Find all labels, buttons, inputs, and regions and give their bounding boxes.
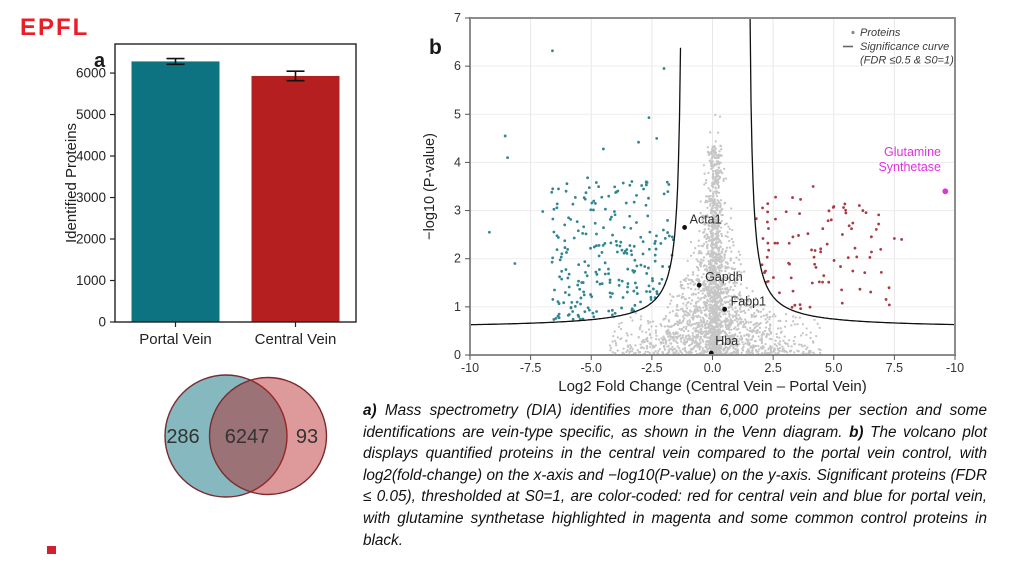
caption-a-label: a) [363,402,377,419]
svg-text:Log2 Fold Change (Central Vein: Log2 Fold Change (Central Vein – Portal … [558,378,867,395]
svg-text:3000: 3000 [76,190,106,205]
svg-text:-7.5: -7.5 [520,361,542,375]
svg-text:Fabp1: Fabp1 [731,294,766,308]
svg-text:-10: -10 [946,361,964,375]
svg-text:1000: 1000 [76,273,106,288]
svg-text:Central Vein: Central Vein [255,331,337,348]
svg-text:Acta1: Acta1 [690,212,722,226]
svg-text:Glutamine: Glutamine [884,145,941,159]
svg-text:Gapdh: Gapdh [705,270,743,284]
svg-text:5000: 5000 [76,107,106,122]
svg-text:6247: 6247 [225,426,270,448]
svg-text:Synthetase: Synthetase [878,160,941,174]
caption-b-label: b) [849,423,864,441]
svg-text:Identified Proteins: Identified Proteins [63,123,80,243]
svg-text:3: 3 [454,204,461,218]
panel-b-label: b [429,36,442,59]
epfl-logo: EPFL [20,14,90,41]
svg-text:5.0: 5.0 [825,361,842,375]
svg-text:6000: 6000 [76,66,106,81]
svg-text:2000: 2000 [76,232,106,247]
figure-caption: a) Mass spectrometry (DIA) identifies mo… [363,400,987,551]
caption-a-text: Mass spectrometry (DIA) identifies more … [363,402,987,441]
svg-text:286: 286 [166,426,199,448]
svg-text:7: 7 [454,11,461,25]
caption-b-text: The volcano plot displays quantified pro… [363,423,987,549]
svg-text:4: 4 [454,155,461,169]
svg-text:0: 0 [98,315,106,330]
svg-text:93: 93 [296,426,318,448]
svg-text:-5.0: -5.0 [580,361,602,375]
svg-text:0: 0 [454,348,461,362]
svg-text:7.5: 7.5 [886,361,903,375]
svg-text:0.0: 0.0 [704,361,721,375]
svg-text:1: 1 [454,300,461,314]
svg-text:(FDR ≤0.5 & S0=1): (FDR ≤0.5 & S0=1) [860,55,954,67]
svg-text:2: 2 [454,252,461,266]
svg-text:-10: -10 [461,361,479,375]
venn-diagram: 286 6247 93 [164,374,328,498]
svg-text:Proteins: Proteins [860,27,901,39]
footer-red-square-decoration [47,546,56,554]
svg-text:Hba: Hba [715,334,738,348]
svg-text:-2.5: -2.5 [641,361,663,375]
panel-a-label: a [94,50,106,72]
svg-text:Portal Vein: Portal Vein [139,331,212,348]
svg-text:−log10 (P-value): −log10 (P-value) [422,133,438,240]
svg-text:4000: 4000 [76,149,106,164]
bar-chart: 0 1000 2000 3000 4000 5000 6000 Portal Vein Cent… [63,43,357,348]
svg-text:2.5: 2.5 [764,361,781,375]
svg-text:5: 5 [454,107,461,121]
svg-text:Significance curve: Significance curve [860,41,949,53]
svg-text:6: 6 [454,59,461,73]
